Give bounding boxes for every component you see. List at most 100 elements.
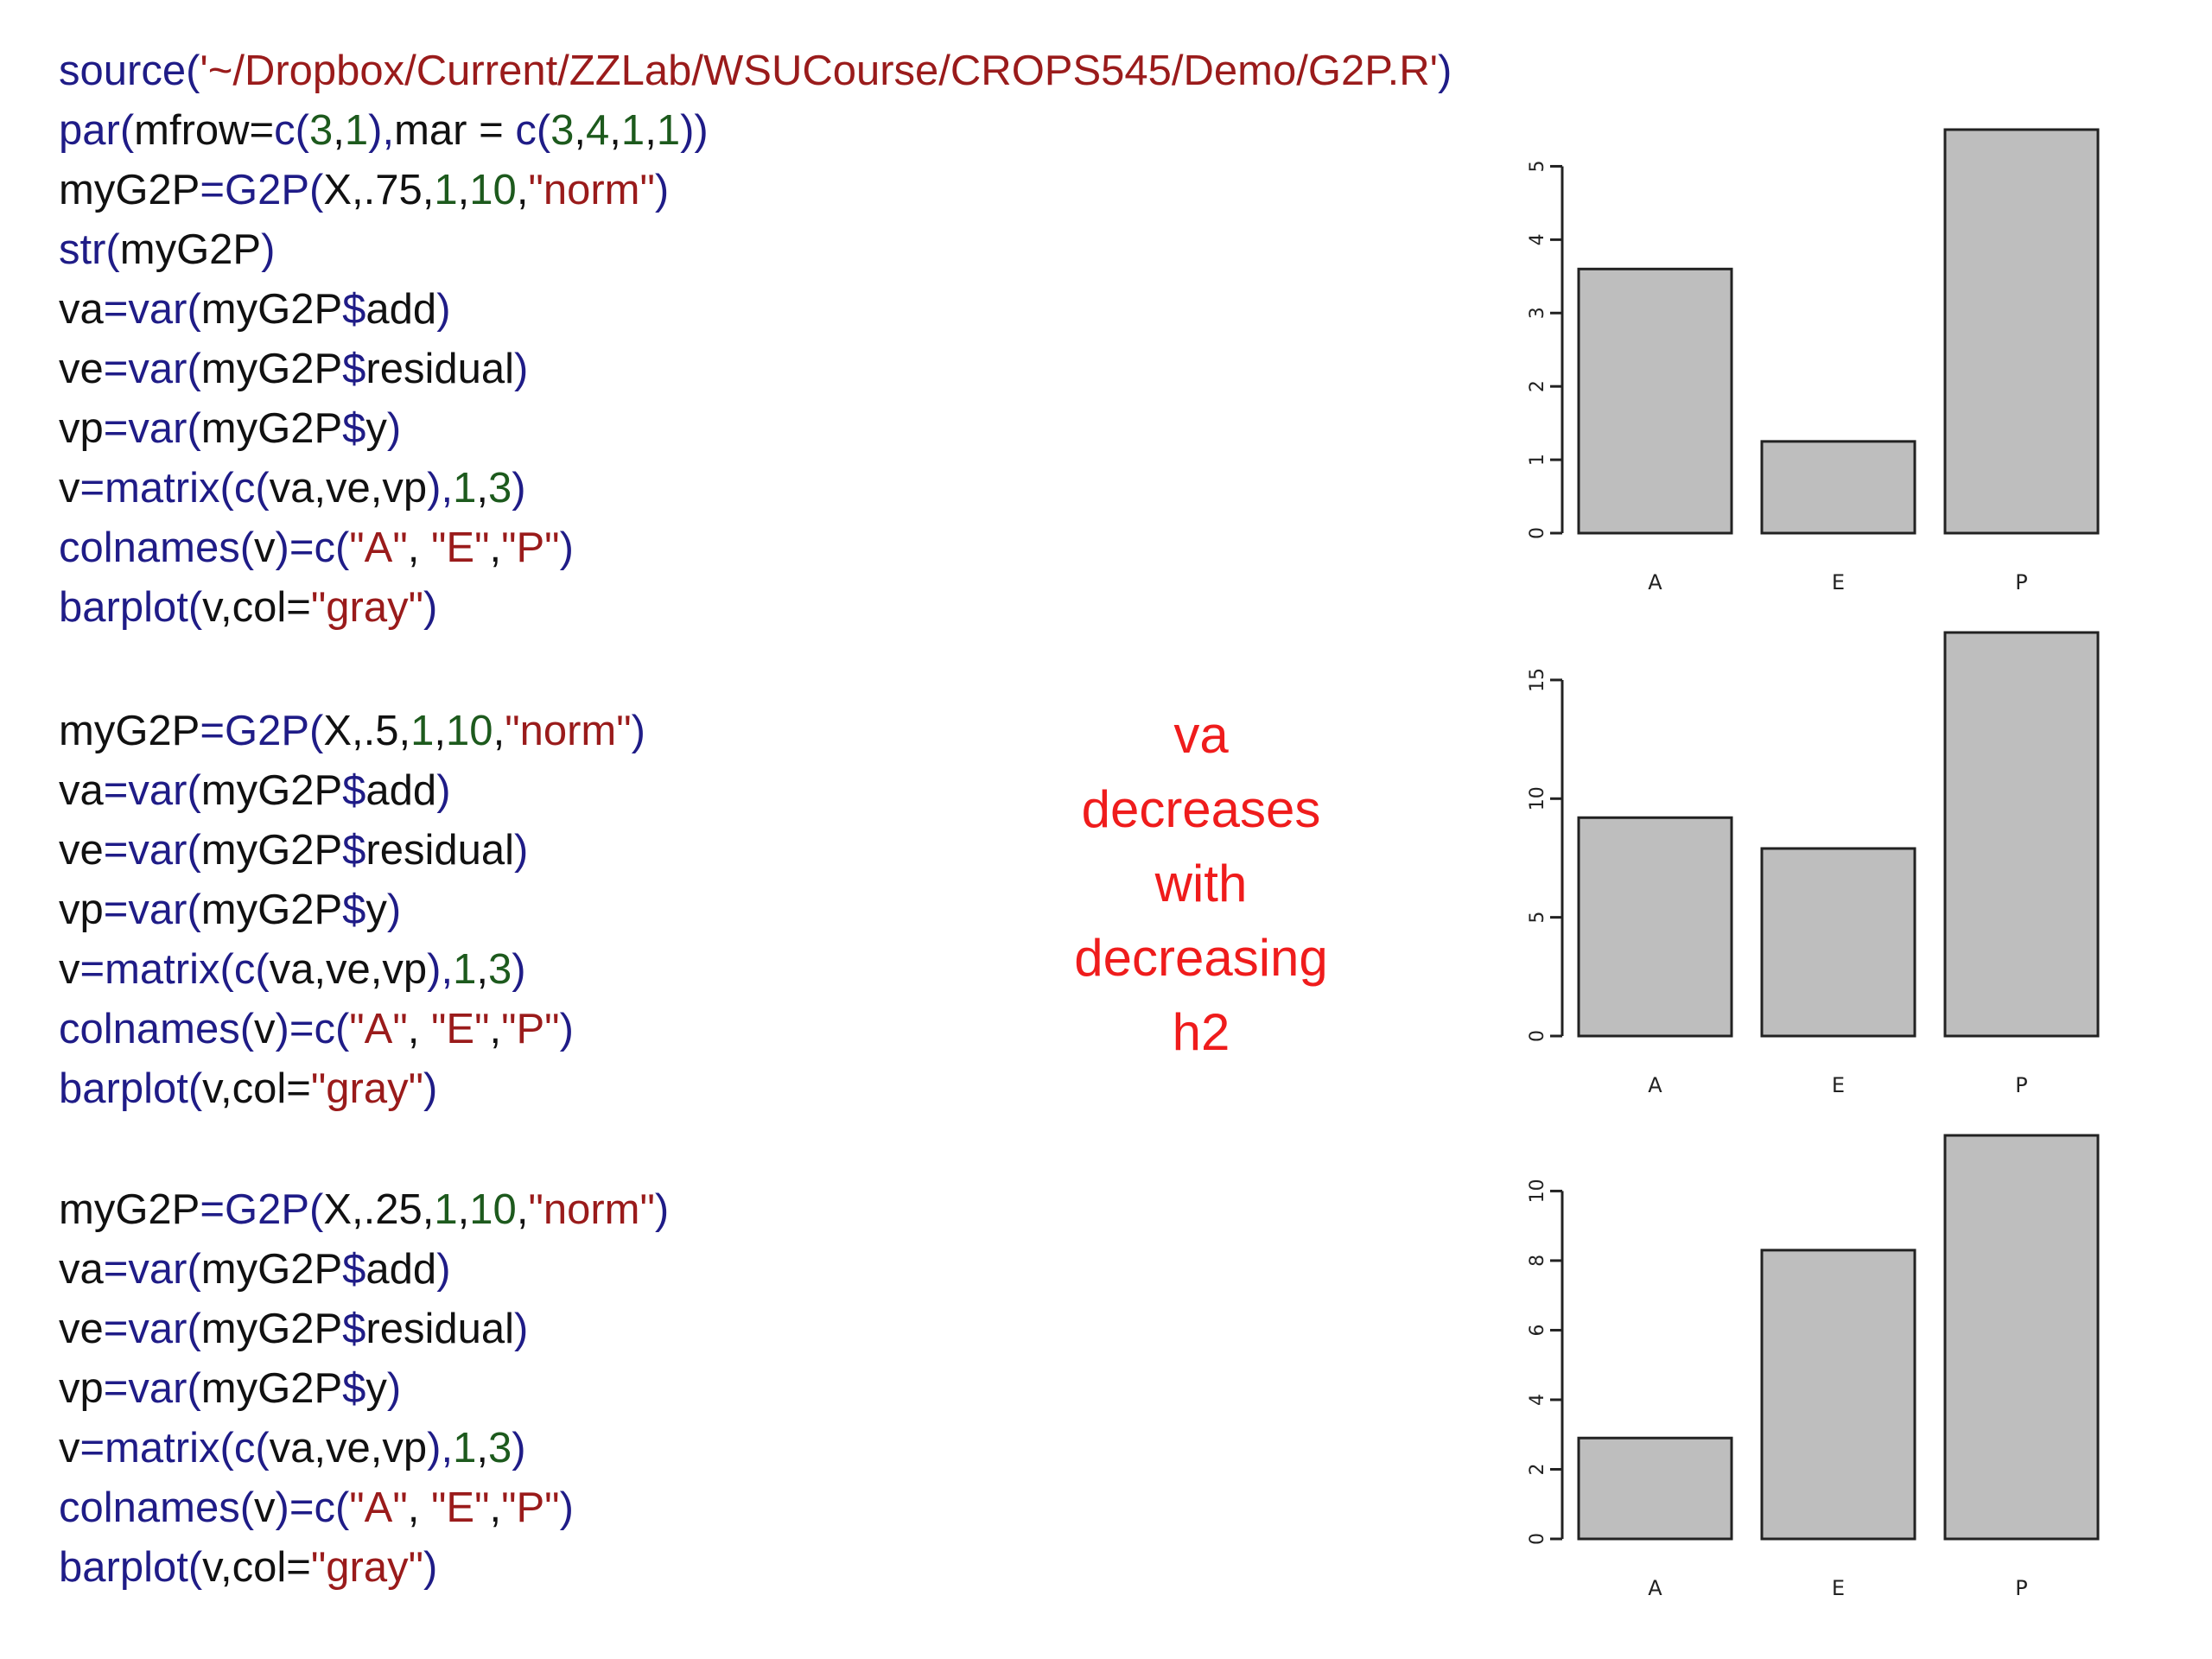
code-token: y xyxy=(365,405,387,452)
code-token: "gray" xyxy=(310,1544,423,1591)
code-token: , xyxy=(407,1006,431,1052)
code-token: )=c( xyxy=(275,1006,350,1052)
category-label: A xyxy=(1648,570,1662,594)
category-label: E xyxy=(1832,570,1845,594)
y-tick-label: 15 xyxy=(1527,668,1548,692)
code-line: colnames(v)=c("A", "E","P") xyxy=(59,1000,645,1059)
category-label: P xyxy=(2015,570,2027,594)
code-token: ) xyxy=(514,1306,529,1352)
code-token: 1 xyxy=(620,107,645,154)
code-token: , xyxy=(489,524,502,571)
code-line: ve=var(myG2P$residual) xyxy=(59,821,645,880)
y-tick-label: 8 xyxy=(1527,1255,1548,1267)
code-token: ), xyxy=(368,107,395,154)
note-line: h2 xyxy=(1172,1003,1230,1061)
bar-e xyxy=(1760,440,1916,535)
category-label: A xyxy=(1648,1073,1662,1097)
code-token: G2P( xyxy=(225,708,324,754)
code-token: 3 xyxy=(487,465,512,512)
bar-a xyxy=(1577,1436,1733,1541)
code-token: $ xyxy=(342,405,366,452)
code-token: va xyxy=(59,1246,104,1293)
y-tick-label: 3 xyxy=(1527,307,1548,319)
y-tick-label: 6 xyxy=(1527,1324,1548,1336)
code-token: residual xyxy=(365,827,515,874)
note-line: with xyxy=(1154,855,1248,912)
code-token: $ xyxy=(342,1306,366,1352)
bar-p xyxy=(1943,128,2100,535)
code-token: , xyxy=(476,946,488,993)
code-token: 1 xyxy=(453,1425,477,1471)
code-token: , xyxy=(407,524,431,571)
code-token: ) xyxy=(423,1544,438,1591)
code-token: myG2P xyxy=(200,767,343,814)
code-token: "E" xyxy=(431,524,490,571)
code-token: , xyxy=(645,107,657,154)
code-line: myG2P=G2P(X,.75,1,10,"norm") xyxy=(59,161,1452,220)
code-token: myG2P xyxy=(200,1365,343,1412)
code-token: )) xyxy=(680,107,709,154)
code-token: , xyxy=(516,1186,529,1233)
code-token: =var( xyxy=(103,1306,201,1352)
code-token: X,.5, xyxy=(323,708,411,754)
code-token: "P" xyxy=(501,1006,560,1052)
bar-e xyxy=(1760,847,1916,1038)
bar-a xyxy=(1577,267,1733,535)
y-tick-label: 0 xyxy=(1527,527,1548,539)
code-line: colnames(v)=c("A", "E","P") xyxy=(59,518,1452,578)
code-line: ve=var(myG2P$residual) xyxy=(59,340,1452,399)
code-token: ) xyxy=(1437,48,1452,94)
code-token: ), xyxy=(427,465,454,512)
y-tick-label: 2 xyxy=(1527,1463,1548,1475)
code-token: )=c( xyxy=(275,524,350,571)
barplot-1: 0 1 2 3 4 5 A E P xyxy=(1527,128,2100,594)
code-line: va=var(myG2P$add) xyxy=(59,761,645,821)
code-token: par( xyxy=(59,107,135,154)
code-token: y xyxy=(365,1365,387,1412)
note-line: decreases xyxy=(1081,780,1321,838)
code-token: 1 xyxy=(656,107,681,154)
code-token: ) xyxy=(512,465,526,512)
code-token: add xyxy=(365,767,437,814)
code-block-3: myG2P=G2P(X,.25,1,10,"norm") va=var(myG2P… xyxy=(59,1180,669,1598)
code-token: ve xyxy=(59,1306,104,1352)
bar-p xyxy=(1943,1134,2100,1541)
code-token: colnames( xyxy=(59,1006,255,1052)
note-line: va xyxy=(1173,706,1229,764)
code-token: ve xyxy=(59,827,104,874)
code-token: ) xyxy=(386,405,402,452)
code-token: myG2P xyxy=(200,405,343,452)
code-token: $ xyxy=(342,286,366,333)
y-tick-label: 2 xyxy=(1527,380,1548,392)
code-token: ) xyxy=(654,1186,670,1233)
code-token: ) xyxy=(512,1425,526,1471)
code-token: 3 xyxy=(550,107,575,154)
code-token: myG2P xyxy=(59,167,200,213)
code-token: 10 xyxy=(469,167,517,213)
code-token: va,ve,vp xyxy=(269,1425,428,1471)
code-token: barplot( xyxy=(59,1544,203,1591)
code-token: , xyxy=(434,708,447,754)
annotation-note: va decreases with decreasing h2 xyxy=(1028,698,1374,1070)
code-line: par(mfrow=c(3,1),mar = c(3,4,1,1)) xyxy=(59,101,1452,161)
barplot-3: 0 2 4 6 8 10 A E P xyxy=(1527,1134,2100,1600)
code-token: 1 xyxy=(344,107,369,154)
code-token: barplot( xyxy=(59,1065,203,1112)
code-token: "P" xyxy=(501,524,560,571)
code-token: y xyxy=(365,887,387,933)
code-token: "A" xyxy=(349,1006,408,1052)
code-token: , xyxy=(574,107,587,154)
code-token: "E" xyxy=(431,1484,490,1531)
code-token: =matrix(c( xyxy=(79,465,270,512)
code-token: 3 xyxy=(487,1425,512,1471)
code-token: add xyxy=(365,286,437,333)
code-block-1: source('~/Dropbox/Current/ZZLab/WSUCours… xyxy=(59,41,1452,638)
code-token: = xyxy=(200,708,225,754)
code-token: v,col= xyxy=(202,584,311,631)
code-token: "A" xyxy=(349,524,408,571)
code-token: v xyxy=(254,524,276,571)
category-label: E xyxy=(1832,1576,1845,1600)
note-line: decreasing xyxy=(1074,929,1328,987)
y-tick-label: 10 xyxy=(1527,1179,1548,1203)
code-token: ) xyxy=(436,767,451,814)
